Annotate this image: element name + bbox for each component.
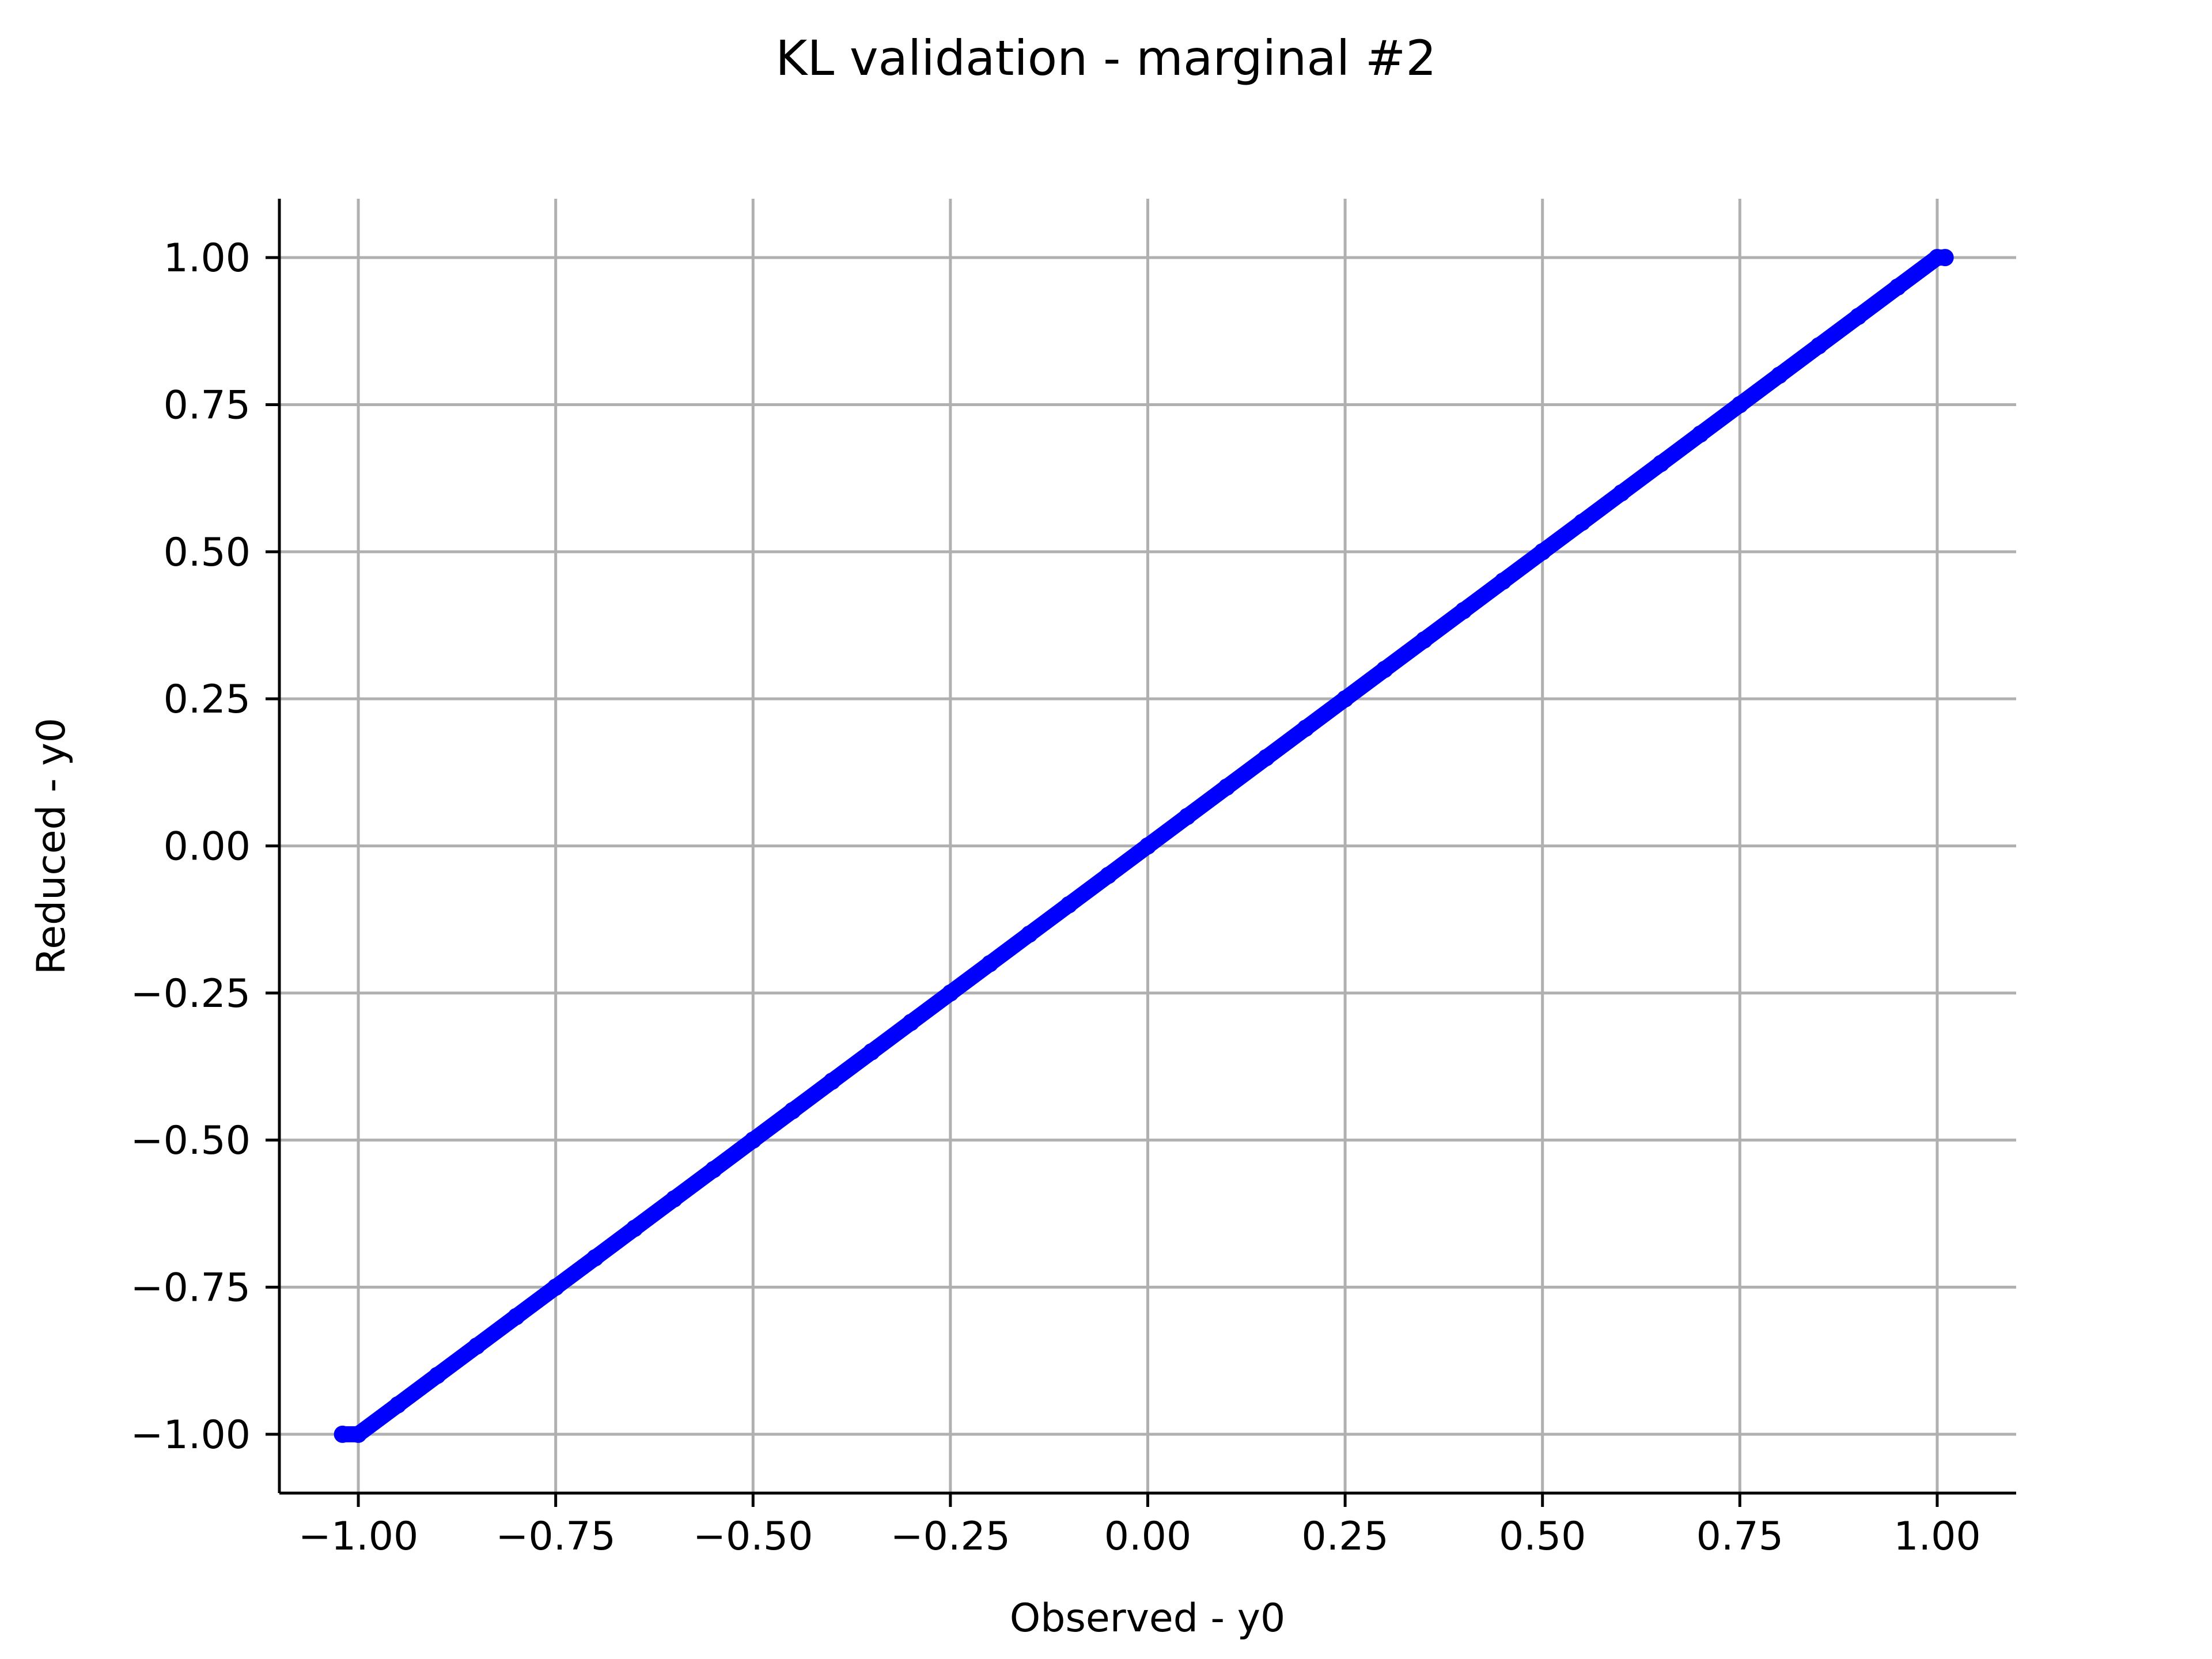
scatter-point-42 bbox=[1936, 249, 1954, 267]
scatter-point-29 bbox=[1455, 602, 1472, 619]
scatter-point-14 bbox=[862, 1043, 880, 1060]
scatter-point-33 bbox=[1612, 484, 1630, 502]
scatter-point-4 bbox=[468, 1337, 486, 1355]
scatter-point-35 bbox=[1691, 425, 1709, 443]
y-axis-label: Reduced - y0 bbox=[29, 718, 74, 975]
x-tick-label-2: −0.50 bbox=[693, 1514, 813, 1559]
chart-title: KL validation - marginal #2 bbox=[775, 30, 1436, 86]
x-tick-label-7: 0.75 bbox=[1696, 1514, 1783, 1559]
x-tick-label-3: −0.25 bbox=[891, 1514, 1010, 1559]
scatter-point-40 bbox=[1889, 278, 1907, 296]
scatter-point-13 bbox=[823, 1073, 841, 1090]
y-tick-label-7: 0.75 bbox=[164, 382, 251, 428]
x-tick-label-6: 0.50 bbox=[1499, 1514, 1586, 1559]
scatter-point-25 bbox=[1297, 719, 1315, 737]
scatter-point-39 bbox=[1849, 308, 1867, 325]
x-axis-label: Observed - y0 bbox=[1010, 1596, 1285, 1641]
scatter-point-7 bbox=[586, 1249, 604, 1267]
scatter-points bbox=[334, 249, 1954, 1443]
scatter-point-36 bbox=[1731, 396, 1749, 414]
y-tick-label-3: −0.25 bbox=[131, 971, 251, 1017]
scatter-point-11 bbox=[744, 1131, 762, 1149]
y-tick-label-4: 0.00 bbox=[164, 824, 251, 870]
scatter-point-17 bbox=[981, 955, 999, 972]
scatter-point-28 bbox=[1415, 631, 1433, 649]
y-tick-label-0: −1.00 bbox=[131, 1412, 251, 1458]
scatter-point-6 bbox=[547, 1278, 565, 1296]
scatter-point-1 bbox=[350, 1425, 367, 1443]
x-tick-label-8: 1.00 bbox=[1893, 1514, 1980, 1559]
scatter-point-38 bbox=[1810, 337, 1828, 355]
scatter-point-23 bbox=[1218, 778, 1236, 796]
scatter-point-15 bbox=[902, 1013, 920, 1031]
scatter-point-10 bbox=[704, 1161, 722, 1179]
y-tick-label-1: −0.75 bbox=[131, 1266, 251, 1311]
scatter-point-37 bbox=[1770, 366, 1788, 384]
scatter-point-21 bbox=[1139, 837, 1157, 855]
scatter-point-16 bbox=[941, 984, 959, 1002]
scatter-point-2 bbox=[389, 1396, 407, 1414]
y-tick-label-5: 0.25 bbox=[164, 677, 251, 722]
scatter-point-12 bbox=[783, 1102, 801, 1120]
scatter-point-27 bbox=[1376, 661, 1393, 679]
x-axis-ticks: −1.00 −0.75 −0.50 −0.25 0.00 0.25 0.50 0.75 1.00 bbox=[298, 1493, 1981, 1559]
x-tick-label-1: −0.75 bbox=[495, 1514, 615, 1559]
y-tick-label-8: 1.00 bbox=[164, 236, 251, 281]
scatter-point-19 bbox=[1060, 896, 1078, 914]
y-axis-ticks: −1.00 −0.75 −0.50 −0.25 0.00 0.25 0.50 0.75 1.00 bbox=[131, 236, 279, 1458]
scatter-point-0 bbox=[334, 1425, 351, 1443]
scatter-point-9 bbox=[665, 1190, 683, 1208]
y-tick-label-6: 0.50 bbox=[164, 530, 251, 575]
scatter-point-20 bbox=[1100, 866, 1117, 884]
scatter-point-26 bbox=[1336, 690, 1354, 708]
scatter-point-30 bbox=[1494, 572, 1512, 590]
y-tick-label-2: −0.50 bbox=[131, 1118, 251, 1164]
x-tick-label-0: −1.00 bbox=[298, 1514, 418, 1559]
x-tick-label-5: 0.25 bbox=[1301, 1514, 1388, 1559]
scatter-point-32 bbox=[1573, 513, 1591, 531]
scatter-point-3 bbox=[429, 1366, 446, 1384]
scatter-point-5 bbox=[507, 1308, 525, 1325]
scatter-point-18 bbox=[1020, 925, 1038, 943]
x-tick-label-4: 0.00 bbox=[1104, 1514, 1191, 1559]
scatter-point-34 bbox=[1652, 454, 1670, 472]
scatter-point-22 bbox=[1179, 808, 1196, 825]
scatter-point-8 bbox=[626, 1219, 643, 1237]
scatter-point-31 bbox=[1533, 543, 1551, 560]
scatter-point-24 bbox=[1257, 749, 1275, 767]
